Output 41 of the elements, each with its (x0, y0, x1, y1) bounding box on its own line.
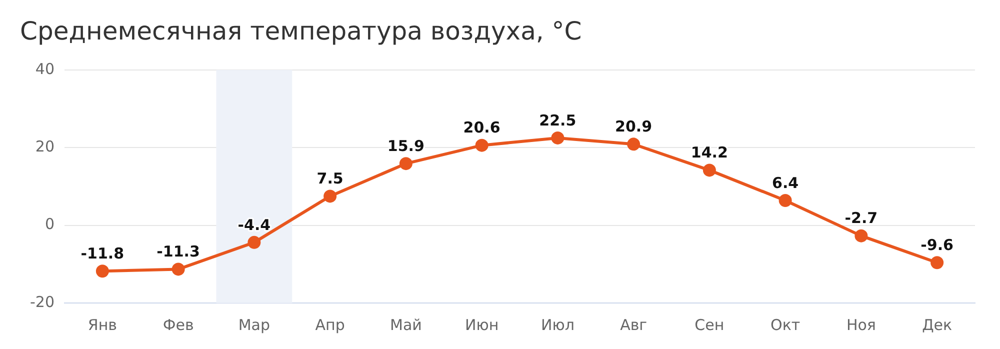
point (930, 256, 944, 270)
data-label: 15.9 (387, 136, 424, 155)
x-tick-label: Окт (770, 316, 800, 334)
data-label: -11.8 (80, 244, 124, 263)
point (248, 236, 261, 249)
x-tick-label: Июн (464, 316, 499, 334)
point (399, 157, 412, 170)
data-label: -4.4 (238, 216, 271, 234)
x-tick-label: Май (390, 316, 422, 334)
point (96, 264, 109, 278)
y-tick-label: 0 (44, 215, 54, 234)
x-tick-label: Янв (88, 316, 117, 334)
x-tick-label: Дек (922, 316, 952, 334)
data-label: 7.5 (316, 170, 344, 188)
data-label: -11.3 (156, 242, 200, 261)
point (702, 164, 716, 177)
x-tick-label: Июл (540, 316, 574, 334)
point (778, 194, 792, 207)
y-tick-label: 20 (35, 138, 54, 156)
data-label: -9.6 (920, 236, 954, 254)
data-label: 22.5 (539, 111, 576, 130)
chart-title: Среднемесячная температура воздуха, °C (20, 16, 582, 46)
x-tick-label: Ноя (846, 316, 876, 334)
x-tick-label: Апр (315, 316, 345, 334)
x-tick-label: Сен (694, 316, 724, 334)
x-tick-label: Фев (162, 316, 194, 334)
point (475, 138, 488, 152)
point (172, 262, 185, 276)
data-label: 6.4 (772, 174, 799, 192)
data-label: -2.7 (844, 209, 878, 228)
point (324, 190, 337, 203)
data-label: 20.9 (615, 118, 652, 136)
point (551, 131, 564, 144)
data-label: 14.2 (690, 144, 728, 162)
point (627, 138, 640, 151)
y-tick-label: 40 (35, 60, 54, 78)
data-label: 20.6 (463, 118, 500, 137)
point (854, 229, 868, 242)
x-tick-label: Авг (620, 316, 648, 334)
y-tick-label: -20 (30, 292, 54, 311)
x-tick-label: Мар (238, 316, 270, 334)
